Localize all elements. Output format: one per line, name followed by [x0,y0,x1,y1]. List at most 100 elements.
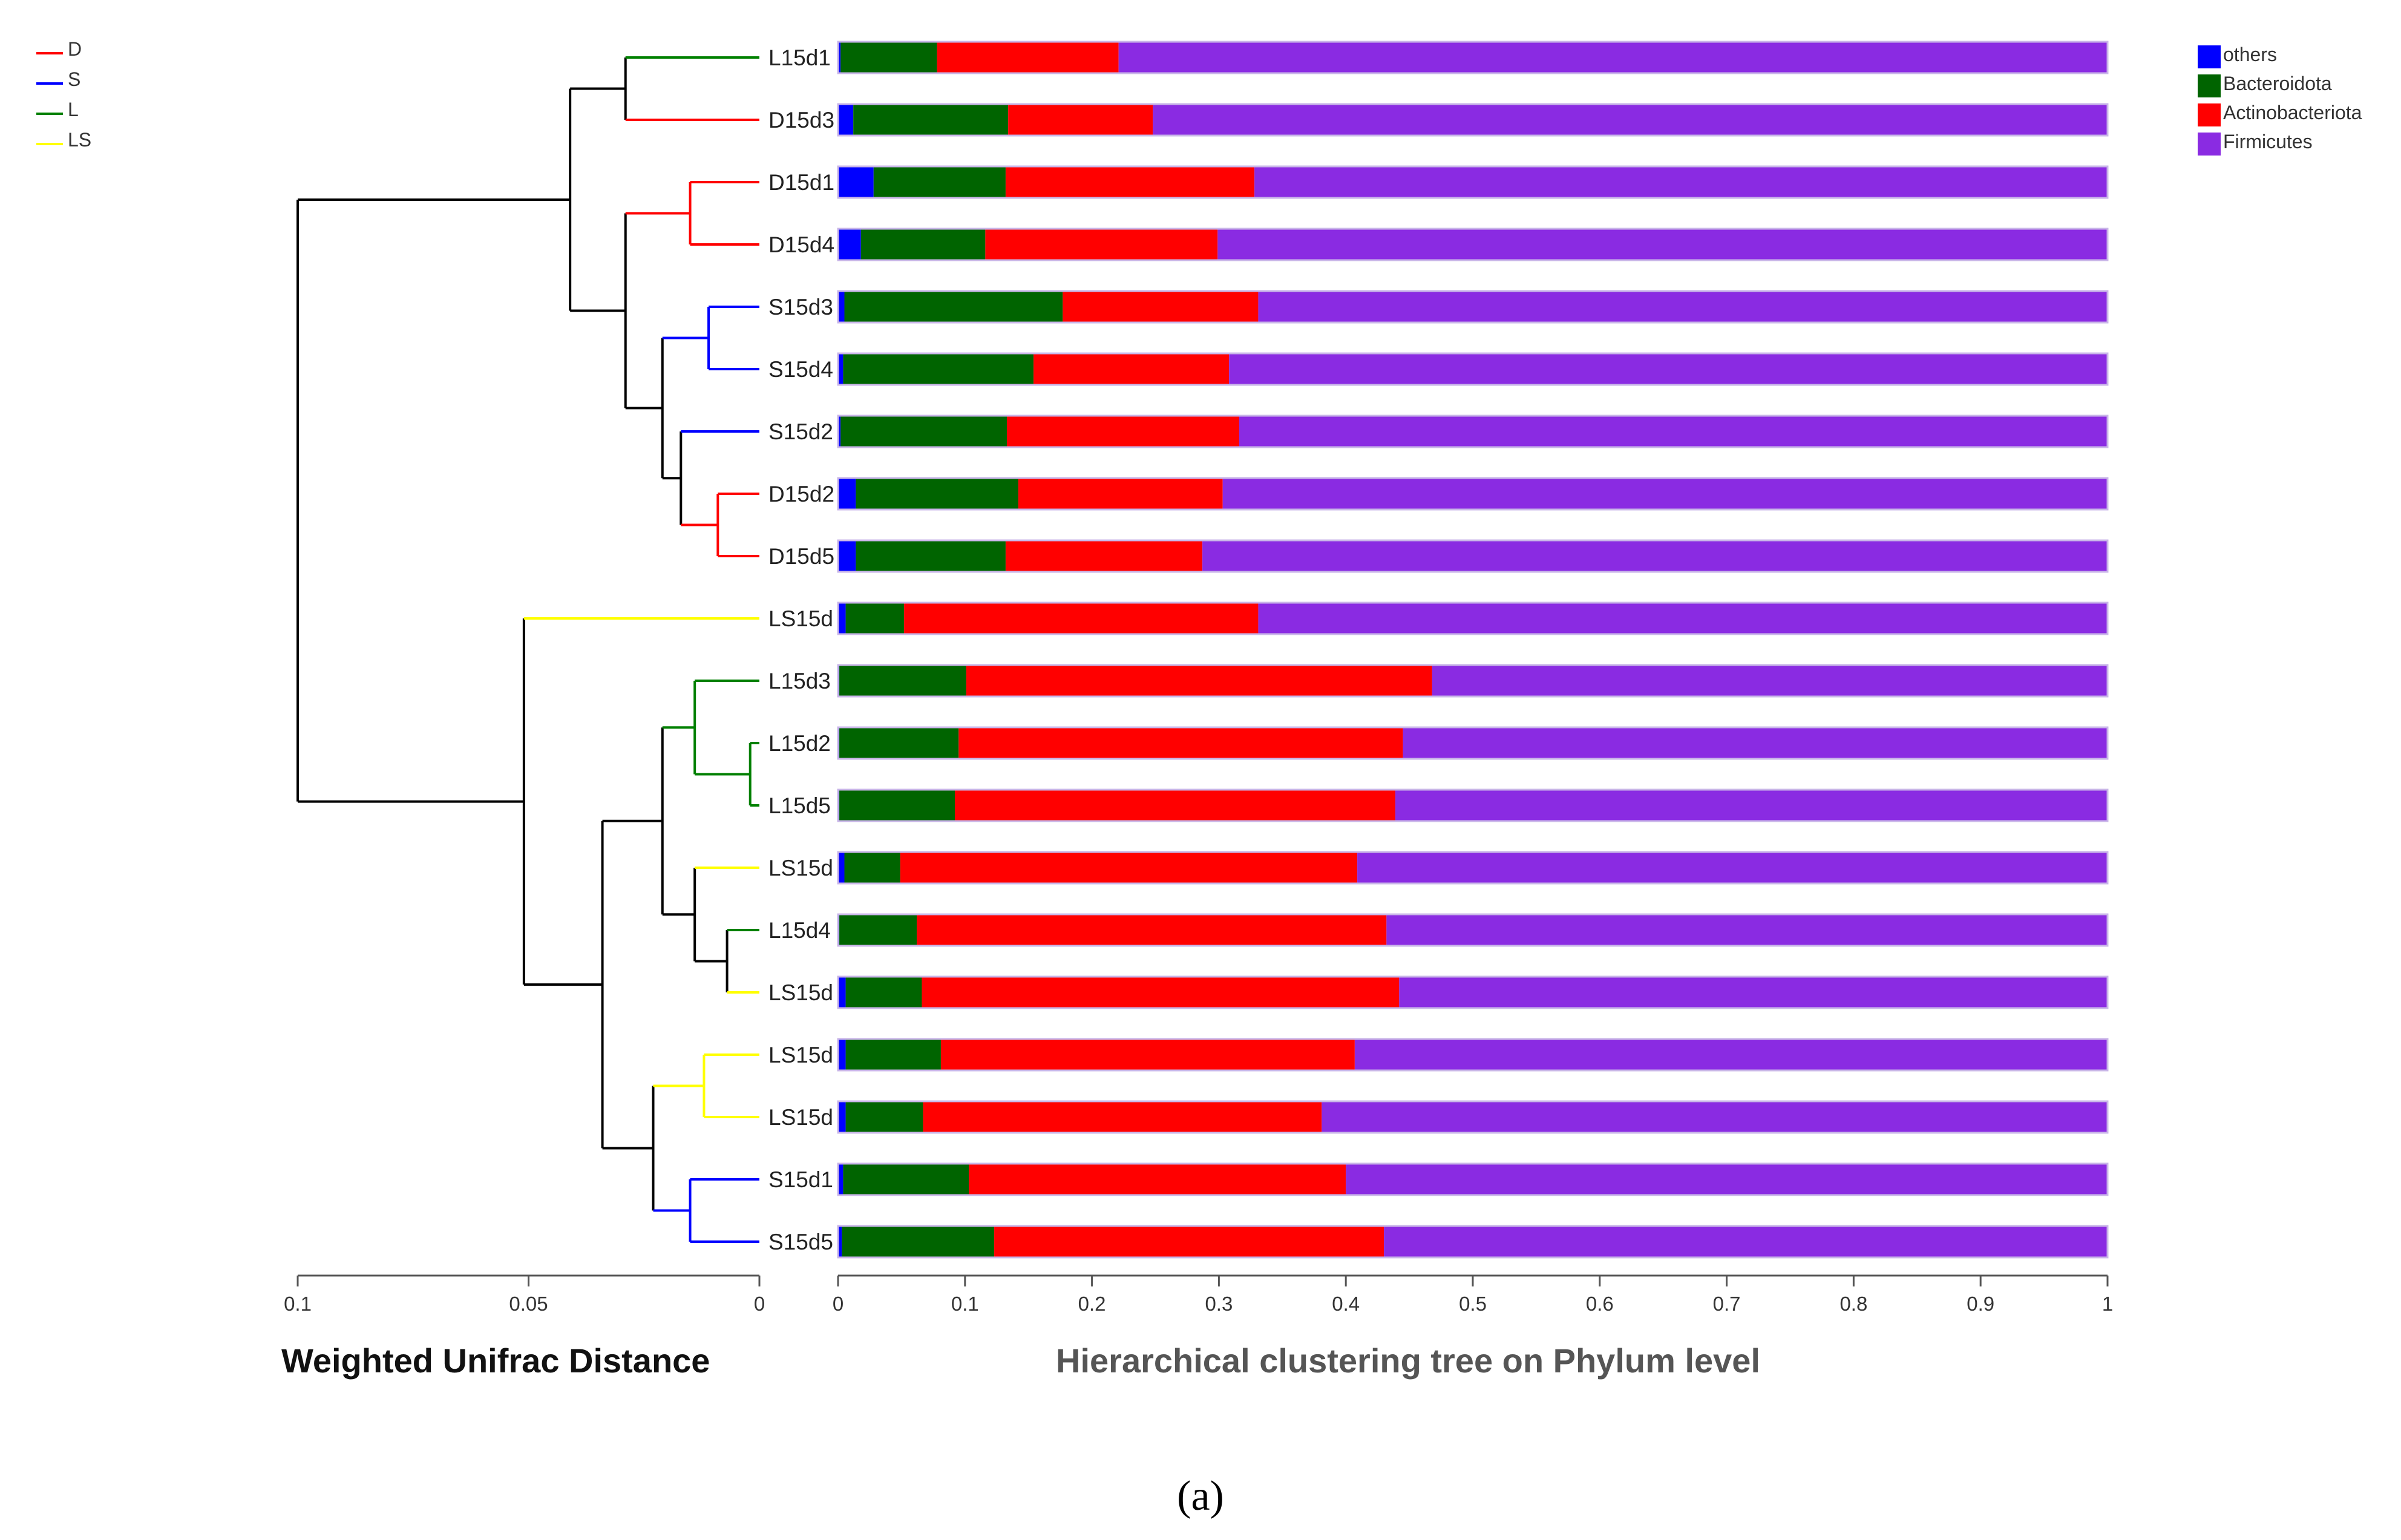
bar-segment-bacteroidota [844,291,1063,323]
bar-axis-tick-label: 0.8 [1839,1293,1867,1315]
bar-outline [837,41,2109,74]
tree-axis-title: Weighted Unifrac Distance [281,1342,710,1380]
bar-segment-actinobacteriota [966,665,1432,696]
sample-label: S15d4 [768,357,833,382]
bar-axis-tick-label: 0 [833,1293,843,1315]
bar-axis-tick-label: 0.5 [1459,1293,1487,1315]
bar-segment-others [838,353,843,385]
bar-outline [837,1038,2109,1072]
sample-labels: L15d1 D15d3 D15d1 D15d4 S15d3 S15d4 S15d2 D15d2… [768,45,834,1254]
sample-label: S15d1 [768,1167,833,1192]
bar-outline [837,477,2109,511]
bar-segment-firmicutes [1254,166,2108,198]
bar-outline [837,913,2109,947]
bar-segment-firmicutes [1384,1226,2108,1257]
bar-segment-others [838,852,845,883]
sample-label: D15d3 [768,108,834,133]
bar-axis-tick-label: 0.2 [1078,1293,1106,1315]
bar-segment-firmicutes [1258,291,2108,323]
bar-segment-bacteroidota [856,540,1006,572]
bar-segment-actinobacteriota [955,790,1396,821]
sample-label: D15d2 [768,482,834,506]
bar-axis-tick-label: 0.6 [1586,1293,1614,1315]
bar-segment-bacteroidota [839,914,917,946]
bar-outline [837,1225,2109,1259]
bar-segment-others [838,603,846,634]
bar-segment-others [838,291,845,323]
bar-segment-bacteroidota [860,229,986,260]
bar-segment-actinobacteriota [900,852,1358,883]
phylum-legend-swatch [2198,103,2221,126]
bar-segment-firmicutes [1322,1101,2108,1133]
sample-label: LS15d [768,1105,833,1130]
bar-outline [837,851,2109,885]
bar-segment-firmicutes [1395,790,2108,821]
phylum-legend-label: Firmicutes [2223,131,2313,152]
bar-outline [837,975,2109,1009]
sample-label: D15d4 [768,232,834,257]
bar-segment-firmicutes [1153,104,2108,136]
bar-axis-tick-label: 0.3 [1205,1293,1233,1315]
phylum-legend-swatch [2198,45,2221,68]
bar-axis-title: Hierarchical clustering tree on Phylum l… [1056,1342,1760,1380]
bar-segment-firmicutes [1399,977,2108,1008]
bar-segment-others [838,1101,846,1133]
bar-axis-tick-label: 0.9 [1967,1293,1994,1315]
sample-label: LS15d [768,1043,833,1067]
bar-outline [837,601,2109,635]
bar-segment-bacteroidota [842,1226,995,1257]
tree-axis-tick-label: 0.1 [284,1293,312,1315]
bar-segment-others [838,104,854,136]
bar-segment-bacteroidota [839,727,959,759]
bar-outline [837,290,2109,324]
bar-segment-actinobacteriota [1005,540,1203,572]
bar-segment-actinobacteriota [904,603,1259,634]
bar-segment-bacteroidota [845,1039,941,1070]
bar-segment-others [838,1039,846,1070]
bar-segment-firmicutes [1239,416,2108,447]
bar-segment-others [838,1164,843,1195]
bar-outline [837,664,2109,698]
bar-segment-bacteroidota [839,790,955,821]
phylum-legend-label: others [2223,44,2277,65]
sample-label: L15d2 [768,731,831,756]
bar-segment-actinobacteriota [1007,416,1239,447]
bar-segment-actinobacteriota [969,1164,1346,1195]
sample-label: LS15d [768,606,833,631]
bar-outline [837,103,2109,137]
stacked-bars [837,41,2109,1259]
group-legend-label: S [68,68,80,90]
bar-segment-bacteroidota [843,1164,969,1195]
bar-segment-others [838,42,841,73]
bar-segment-bacteroidota [840,42,937,73]
phylum-legend: others Bacteroidota Actinobacteriota Firmic… [2198,44,2362,156]
bar-segment-firmicutes [1346,1164,2108,1195]
bar-segment-actinobacteriota [985,229,1218,260]
figure-caption: (a) [1177,1473,1224,1519]
bar-outline [837,539,2109,573]
bar-segment-bacteroidota [844,852,900,883]
bar-outline [837,352,2109,386]
sample-label: L15d5 [768,793,831,818]
dendrogram [296,56,759,1243]
bar-segment-firmicutes [1229,353,2108,385]
bar-segment-bacteroidota [845,977,922,1008]
bar-outline [837,228,2109,261]
sample-label: S15d2 [768,419,833,444]
bar-segment-firmicutes [1217,229,2108,260]
bar-segment-firmicutes [1432,665,2108,696]
bar-segment-actinobacteriota [1063,291,1259,323]
bar-segment-actinobacteriota [1005,166,1255,198]
bar-segment-actinobacteriota [923,1101,1322,1133]
sample-label: LS15d [768,980,833,1005]
bar-segment-bacteroidota [845,603,905,634]
bar-axis-tick-label: 1 [2102,1293,2113,1315]
axes: 0 0.1 0.2 0.3 0.4 0.5 0.6 0.7 0.8 0.9 1 0.1 0.05 0 [284,1274,2113,1315]
bar-segment-bacteroidota [843,353,1034,385]
bar-segment-actinobacteriota [1033,353,1230,385]
bar-outline [837,414,2109,448]
bar-segment-actinobacteriota [994,1226,1384,1257]
bar-segment-bacteroidota [853,104,1009,136]
bar-outline [837,1100,2109,1134]
